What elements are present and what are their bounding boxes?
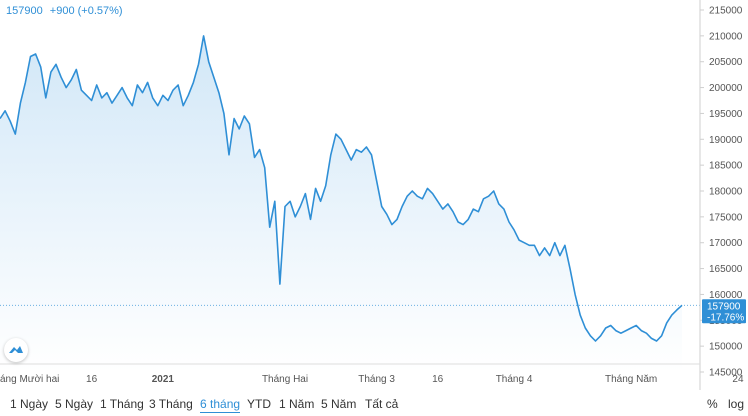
x-tick-label: áng Mười hai <box>0 374 59 385</box>
quote-header: 157900 +900 (+0.57%) <box>6 5 127 17</box>
x-tick-label: 16 <box>432 374 444 385</box>
x-tick-label: 24 <box>732 374 744 385</box>
quote-price: 157900 <box>6 5 43 17</box>
range-6m[interactable]: 6 tháng <box>200 397 241 413</box>
y-tick-label: 160000 <box>709 290 743 301</box>
price-area-fill <box>0 35 682 373</box>
y-tick-label: 145000 <box>709 368 743 379</box>
x-tick-label: 16 <box>86 374 98 385</box>
y-tick-label: 200000 <box>709 83 743 94</box>
x-tick-label: Tháng Hai <box>262 374 308 385</box>
chart-area: 1450001500001550001600001650001700001750… <box>0 0 746 390</box>
y-tick-label: 215000 <box>709 6 743 17</box>
range-5d[interactable]: 5 Ngày <box>55 397 94 411</box>
range-1y[interactable]: 1 Năm <box>279 397 315 411</box>
y-tick-label: 150000 <box>709 342 743 353</box>
y-tick-label: 195000 <box>709 109 743 120</box>
range-5y[interactable]: 5 Năm <box>321 397 357 411</box>
range-selector: 1 Ngày 5 Ngày 1 Tháng 3 Tháng 6 tháng YT… <box>0 392 748 416</box>
y-tick-label: 210000 <box>709 31 743 42</box>
scale-log-toggle[interactable]: log <box>728 397 745 411</box>
y-tick-label: 205000 <box>709 57 743 68</box>
range-1m[interactable]: 1 Tháng <box>100 397 144 411</box>
last-price-pct-label: -17.76% <box>707 312 744 323</box>
scale-percent-toggle[interactable]: % <box>707 397 718 411</box>
logo-icon[interactable] <box>4 338 28 362</box>
x-tick-label: 2021 <box>152 374 175 385</box>
y-tick-label: 175000 <box>709 212 743 223</box>
last-price-label-box <box>702 299 746 324</box>
range-ytd[interactable]: YTD <box>247 397 271 411</box>
y-tick-label: 165000 <box>709 264 743 275</box>
last-price-label: 157900 <box>707 301 741 312</box>
y-tick-label: 180000 <box>709 187 743 198</box>
y-tick-label: 170000 <box>709 238 743 249</box>
range-all[interactable]: Tất cả <box>365 397 399 411</box>
x-tick-label: Tháng Năm <box>605 374 657 385</box>
x-tick-label: Tháng 3 <box>358 374 395 385</box>
y-tick-label: 190000 <box>709 135 743 146</box>
quote-change: +900 (+0.57%) <box>49 5 123 17</box>
range-3m[interactable]: 3 Tháng <box>149 397 193 411</box>
price-line <box>0 35 683 342</box>
x-tick-label: Tháng 4 <box>496 374 533 385</box>
y-tick-label: 185000 <box>709 161 743 172</box>
range-1d[interactable]: 1 Ngày <box>10 397 49 411</box>
price-chart: 1450001500001550001600001650001700001750… <box>0 0 746 390</box>
